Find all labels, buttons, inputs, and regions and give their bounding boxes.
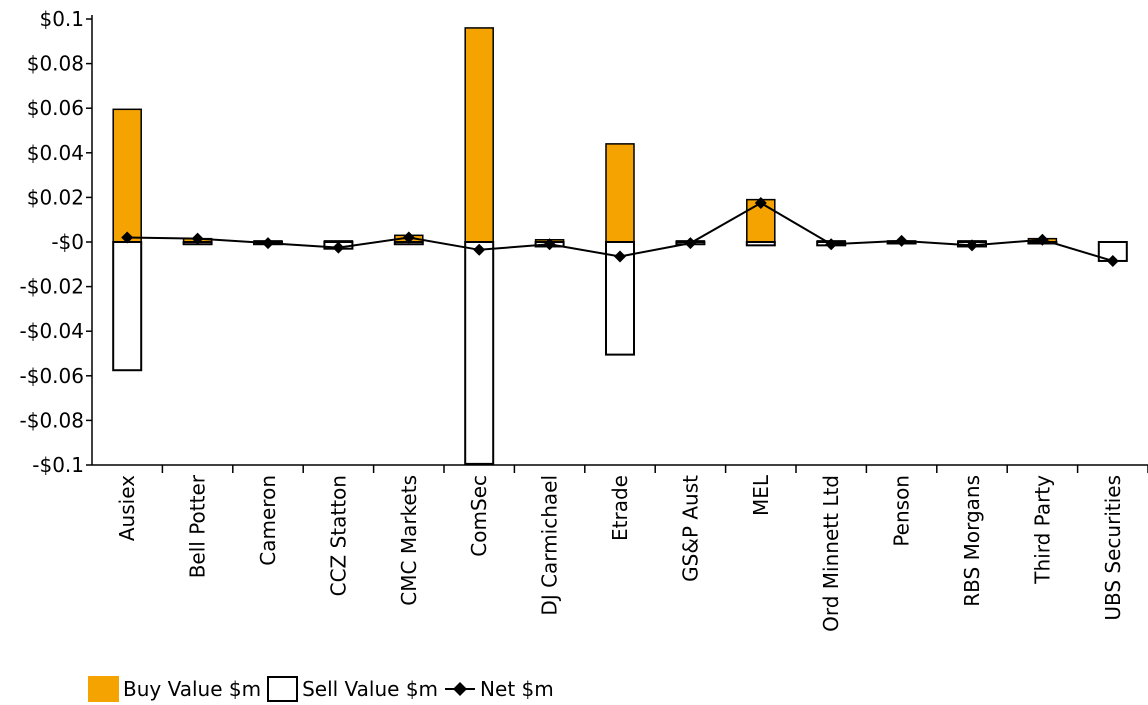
x-tick-label: DJ Carmichael (538, 475, 562, 616)
net-line (121, 196, 1119, 267)
net-point (473, 243, 486, 256)
x-tick-label: CCZ Statton (326, 475, 350, 596)
x-tick-label: Ord Minnett Ltd (819, 475, 843, 632)
net-point (754, 196, 767, 209)
x-tick-label: CMC Markets (397, 475, 421, 606)
x-tick-label: Ausiex (115, 475, 139, 541)
y-tick-label: -$0.06 (20, 364, 84, 388)
legend-item-sell: Sell Value $m (267, 676, 438, 702)
x-tick-labels: Ausiex Bell Potter Cameron CCZ Statton CMC M… (115, 474, 1125, 632)
chart: $0.1 $0.08 $0.06 $0.04 $0.02 -$0 -$0.02 -$0.04 -… (20, 7, 1148, 632)
net-point (402, 231, 415, 244)
x-tick-label: GS&P Aust (678, 475, 702, 582)
net-point (684, 237, 697, 250)
x-tick-label: Etrade (608, 475, 632, 541)
net-point (191, 232, 204, 245)
y-tick-label: -$0.04 (20, 319, 84, 343)
legend-swatch-buy (88, 676, 119, 702)
net-point (1036, 233, 1049, 246)
x-tick-label: RBS Morgans (960, 475, 984, 607)
net-point (121, 231, 134, 244)
x-tick-label: Penson (890, 475, 914, 547)
buy-bar (605, 143, 635, 243)
x-tick-label: UBS Securities (1101, 475, 1125, 621)
y-tick-label: -$0.1 (32, 453, 84, 477)
legend-label-buy: Buy Value $m (123, 677, 262, 701)
net-point (614, 250, 626, 263)
y-tick-label: $0.06 (27, 96, 84, 120)
x-tick-label: ComSec (467, 475, 491, 557)
legend-swatch-net (445, 682, 476, 696)
sell-bar (464, 241, 495, 465)
buy-bars (112, 27, 1058, 244)
legend-label-sell: Sell Value $m (302, 677, 439, 701)
y-tick-labels: $0.1 $0.08 $0.06 $0.04 $0.02 -$0 -$0.02 -$0.04 -… (20, 7, 84, 477)
buy-bar (112, 108, 142, 243)
y-tick-label: $0.04 (27, 141, 84, 165)
legend-swatch-sell (267, 676, 299, 702)
sell-bars (112, 241, 1128, 465)
x-tick-label: Third Party (1030, 475, 1054, 585)
sell-bar (112, 241, 143, 372)
net-point (1106, 254, 1119, 267)
buy-bar (464, 27, 494, 243)
net-point (332, 241, 345, 254)
legend-label-net: Net $m (480, 677, 554, 701)
net-point (543, 238, 556, 251)
net-point (262, 237, 274, 250)
sell-bar (745, 241, 776, 247)
x-tick-label: Bell Potter (186, 474, 210, 578)
y-tick-label: $0.08 (27, 52, 84, 76)
legend-item-net: Net $m (444, 676, 554, 702)
y-tick-label: -$0.08 (20, 408, 84, 432)
legend: Buy Value $m Sell Value $m Net $m (88, 674, 554, 704)
y-tick-label: $0.02 (27, 185, 84, 209)
net-point (895, 234, 908, 247)
axes (86, 15, 1148, 473)
y-tick-label: -$0.02 (20, 275, 84, 299)
x-tick-label: Cameron (256, 475, 280, 566)
y-tick-label: $0.1 (39, 7, 84, 31)
y-tick-label: -$0 (51, 230, 84, 254)
net-point (966, 239, 978, 252)
x-tick-label: MEL (749, 474, 773, 516)
net-point (825, 238, 838, 251)
legend-item-buy: Buy Value $m (88, 676, 261, 702)
